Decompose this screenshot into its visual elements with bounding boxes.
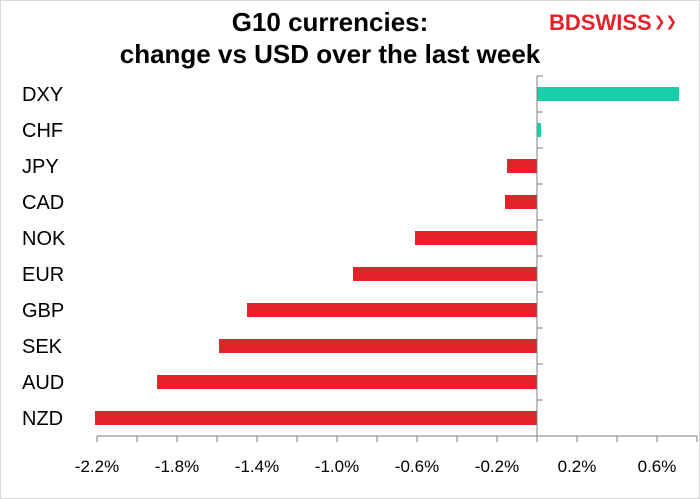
bar-chf [537,123,541,137]
x-tick-label: 0.2% [558,457,597,476]
category-label-cad: CAD [22,192,64,214]
chart-title: G10 currencies: change vs USD over the l… [60,6,600,70]
category-label-gbp: GBP [22,300,64,322]
category-label-nzd: NZD [22,408,63,430]
brand-logo: BDSWISS ❯❯ [549,10,677,36]
bar-gbp [247,303,537,317]
bar-sek [219,339,537,353]
category-label-aud: AUD [22,372,64,394]
category-label-chf: CHF [22,120,63,142]
bar-eur [353,267,537,281]
category-label-jpy: JPY [22,156,59,178]
category-label-sek: SEK [22,336,63,358]
bar-dxy [537,87,679,101]
x-tick-label: -1.4% [235,457,279,476]
category-label-dxy: DXY [22,84,63,106]
x-tick-label: -0.6% [395,457,439,476]
chart-title-line-1: G10 currencies: [231,7,429,37]
x-tick-label: 0.6% [638,457,677,476]
x-tick-label: -1.0% [315,457,359,476]
brand-logo-part2: SWISS [580,10,652,35]
chart-title-line-2: change vs USD over the last week [119,39,541,69]
category-label-nok: NOK [22,228,66,250]
category-label-eur: EUR [22,264,64,286]
bar-cad [505,195,537,209]
x-tick-label: -1.8% [155,457,199,476]
bar-nok [415,231,537,245]
brand-chevron-icon: ❯❯ [653,13,678,29]
x-tick-label: -0.2% [475,457,519,476]
bar-aud [157,375,537,389]
bar-jpy [507,159,537,173]
bar-nzd [95,411,537,425]
x-tick-label: -2.2% [75,457,119,476]
brand-logo-part1: BD [549,10,581,35]
